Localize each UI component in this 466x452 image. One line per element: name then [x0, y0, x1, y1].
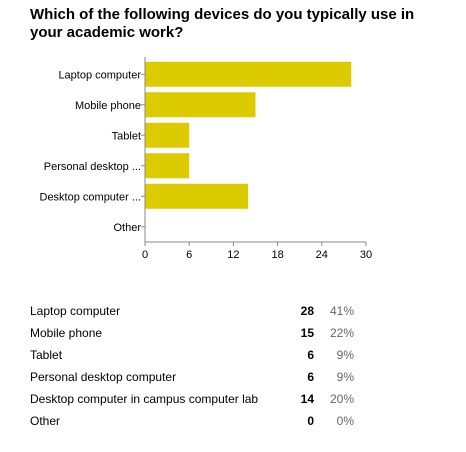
- y-tick-label-4: Desktop computer ...: [40, 191, 142, 203]
- summary-row-label: Other: [30, 414, 61, 428]
- summary-row-label: Laptop computer: [30, 304, 121, 318]
- summary-row-count: 14: [300, 392, 314, 406]
- summary-row: Tablet 6 9%: [30, 344, 354, 366]
- y-tick-label-5: Other: [113, 222, 141, 234]
- summary-row-label: Desktop computer in campus computer lab: [30, 392, 259, 406]
- summary-row: Other 0 0%: [30, 410, 354, 432]
- summary-row-percent: 20%: [329, 392, 354, 406]
- x-tick-label-2: 12: [227, 249, 239, 261]
- y-tick-label-0: Laptop computer: [58, 69, 141, 81]
- bar-2: [145, 122, 190, 148]
- summary-row-count: 0: [307, 414, 314, 428]
- summary-row: Mobile phone 15 22%: [30, 322, 354, 344]
- summary-table: Laptop computer 28 41% Mobile phone 15 22% Tab…: [30, 300, 354, 432]
- summary-row-label: Personal desktop computer: [30, 370, 177, 384]
- summary-row-percent: 9%: [336, 348, 354, 362]
- x-tick-label-4: 24: [316, 249, 328, 261]
- bar-1: [145, 92, 256, 118]
- y-tick-label-3: Personal desktop ...: [44, 161, 141, 173]
- bar-3: [145, 153, 190, 179]
- y-tick-label-2: Tablet: [112, 130, 141, 142]
- summary-row: Desktop computer in campus computer lab 1…: [30, 388, 354, 410]
- bar-chart: Laptop computer Mobile phone Tablet Persona…: [40, 57, 372, 261]
- question-title: Which of the following devices do you ty…: [30, 6, 415, 41]
- y-tick-label-1: Mobile phone: [75, 100, 141, 112]
- summary-row: Laptop computer 28 41%: [30, 300, 354, 322]
- summary-row-count: 6: [307, 348, 314, 362]
- summary-row-percent: 22%: [329, 326, 354, 340]
- summary-row-count: 6: [307, 370, 314, 384]
- x-tick-label-3: 18: [271, 249, 283, 261]
- summary-row-count: 15: [300, 326, 314, 340]
- x-tick-label-1: 6: [186, 249, 192, 261]
- summary-row-percent: 9%: [336, 370, 354, 384]
- bar-4: [145, 183, 249, 209]
- summary-row-label: Mobile phone: [30, 326, 103, 340]
- summary-row: Personal desktop computer 6 9%: [30, 366, 354, 388]
- summary-row-percent: 0%: [336, 414, 354, 428]
- summary-row-label: Tablet: [30, 348, 63, 362]
- bar-0: [145, 61, 352, 87]
- x-tick-label-5: 30: [360, 249, 372, 261]
- summary-row-count: 28: [300, 304, 314, 318]
- x-tick-label-0: 0: [142, 249, 148, 261]
- summary-row-percent: 41%: [329, 304, 354, 318]
